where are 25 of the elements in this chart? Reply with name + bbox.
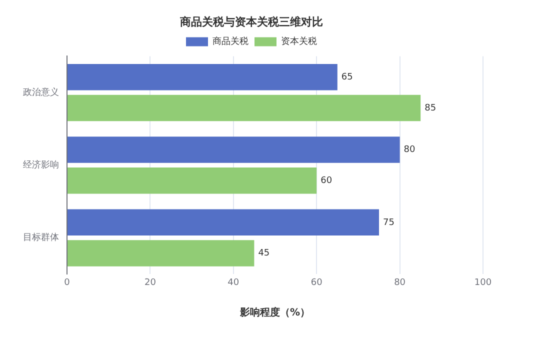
data-label: 45 xyxy=(258,248,270,259)
y-tick-label: 政治意义 xyxy=(23,86,59,98)
bar xyxy=(68,168,317,194)
bar xyxy=(68,94,421,122)
x-tick-label: 40 xyxy=(228,278,240,288)
x-axis-title: 影响程度（%） xyxy=(238,306,310,319)
data-label: 75 xyxy=(383,218,394,228)
x-tick-label: 80 xyxy=(394,278,406,288)
legend-label: 资本关税 xyxy=(281,36,317,48)
bar xyxy=(68,136,400,163)
data-label: 65 xyxy=(341,72,353,82)
data-label: 60 xyxy=(320,176,332,186)
legend-label: 商品关税 xyxy=(212,36,248,48)
x-tick-label: 100 xyxy=(474,278,492,288)
x-tick-label: 0 xyxy=(64,278,70,288)
chart-title: 商品关税与资本关税三维对比 xyxy=(179,15,323,28)
bar xyxy=(68,64,338,90)
y-tick-label: 目标群体 xyxy=(23,232,59,244)
data-label: 85 xyxy=(424,103,436,114)
y-tick-label: 经济影响 xyxy=(23,160,59,171)
bar xyxy=(68,209,379,236)
x-tick-label: 20 xyxy=(144,278,156,288)
x-tick-label: 60 xyxy=(310,278,323,288)
bar xyxy=(68,240,254,266)
data-label: 80 xyxy=(404,145,416,156)
